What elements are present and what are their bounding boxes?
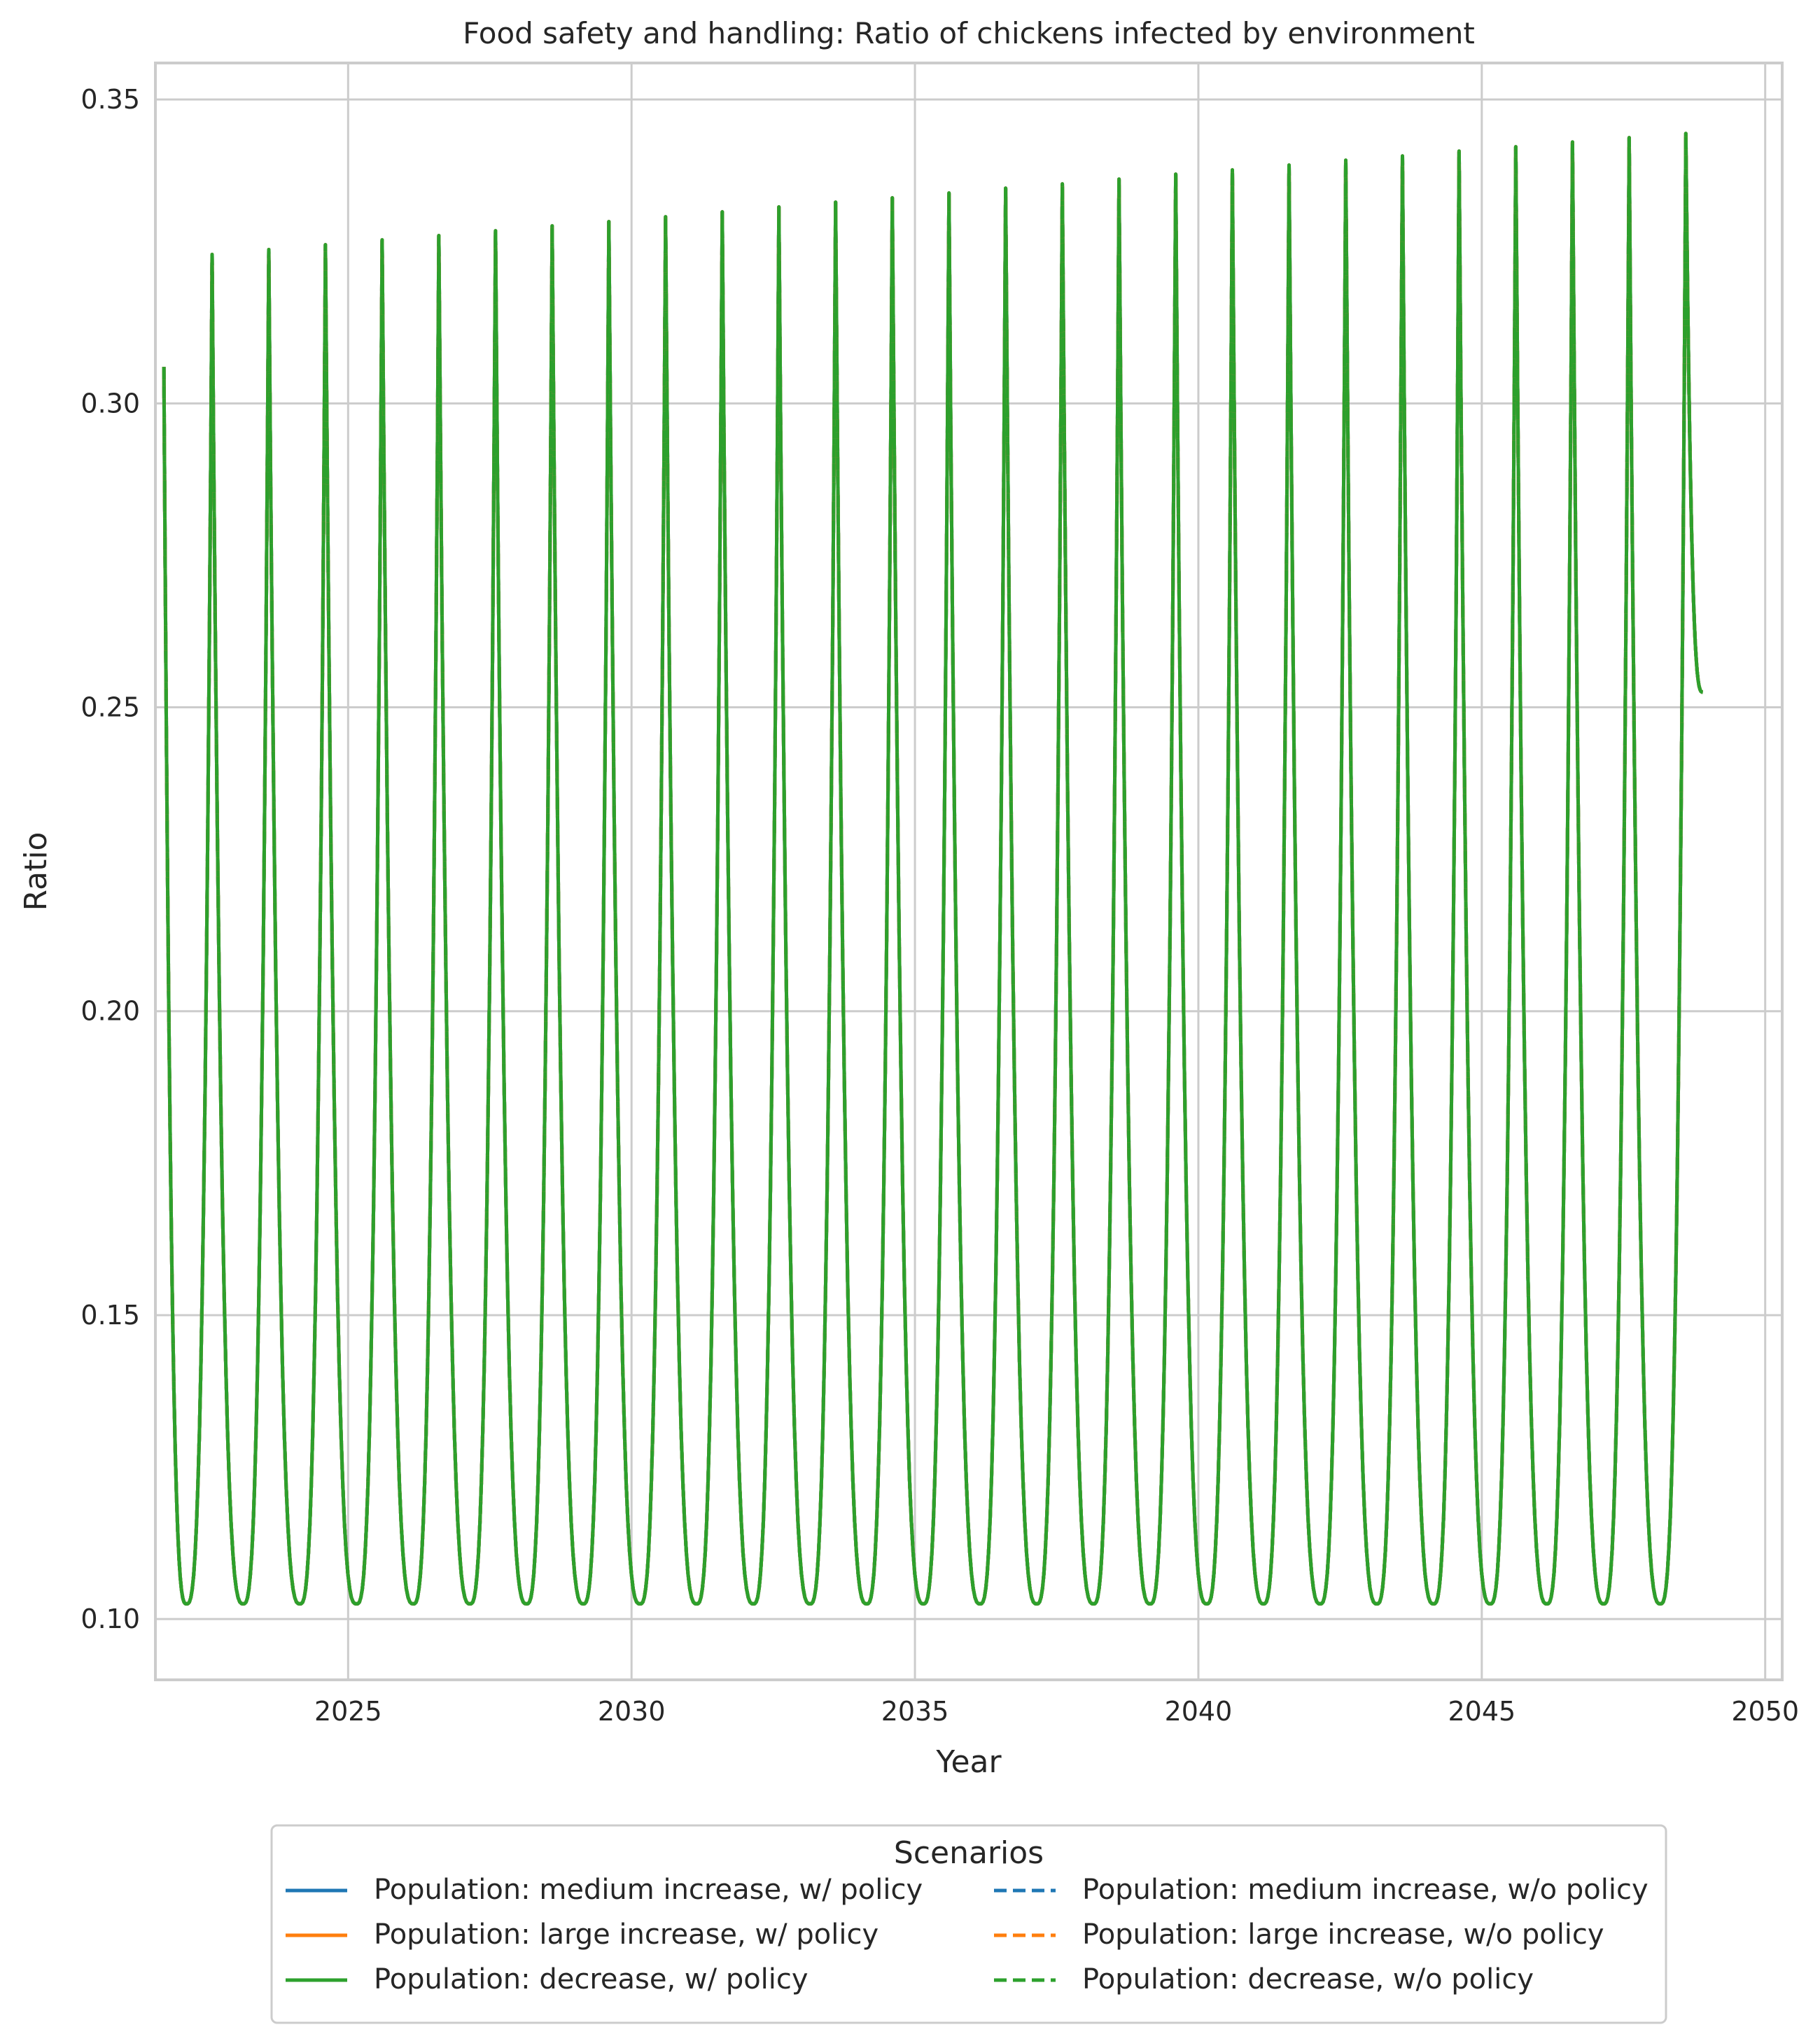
legend-label: Population: decrease, w/o policy bbox=[1082, 1963, 1534, 1996]
legend-title: Scenarios bbox=[894, 1835, 1044, 1871]
plot-frame bbox=[154, 62, 1784, 1681]
tick-labels: 2025 2030 2035 2040 2045 2050 0.10 0.15 0.20 0.25… bbox=[80, 84, 1799, 1727]
x-tick-label: 2030 bbox=[598, 1696, 666, 1727]
legend-label: Population: large increase, w/o policy bbox=[1082, 1919, 1604, 1951]
legend-label: Population: medium increase, w/ policy bbox=[374, 1874, 923, 1906]
legend-box bbox=[270, 1824, 1667, 2024]
y-tick-label: 0.35 bbox=[80, 84, 140, 115]
x-tick-label: 2025 bbox=[314, 1696, 382, 1727]
x-tick-label: 2040 bbox=[1165, 1696, 1233, 1727]
x-axis-label: Year bbox=[935, 1744, 1002, 1780]
y-tick-label: 0.25 bbox=[80, 692, 140, 723]
x-tick-label: 2035 bbox=[881, 1696, 949, 1727]
x-tick-label: 2045 bbox=[1448, 1696, 1516, 1727]
series-line-6 bbox=[162, 132, 1704, 1606]
legend: Scenarios Population: medium increase, w… bbox=[270, 1824, 1667, 2024]
y-axis-label: Ratio bbox=[18, 832, 54, 911]
y-tick-label: 0.30 bbox=[80, 388, 140, 419]
legend-label: Population: decrease, w/ policy bbox=[374, 1963, 808, 1996]
y-tick-label: 0.15 bbox=[80, 1300, 140, 1331]
legend-entries: Population: medium increase, w/ policy Po… bbox=[286, 1874, 1648, 1996]
y-tick-label: 0.20 bbox=[80, 996, 140, 1027]
series-lines bbox=[162, 132, 1704, 1606]
legend-label: Population: medium increase, w/o policy bbox=[1082, 1874, 1648, 1906]
x-tick-label: 2050 bbox=[1731, 1696, 1799, 1727]
legend-label: Population: large increase, w/ policy bbox=[374, 1919, 878, 1951]
y-tick-label: 0.10 bbox=[80, 1604, 140, 1634]
chart-title: Food safety and handling: Ratio of chick… bbox=[463, 16, 1475, 50]
